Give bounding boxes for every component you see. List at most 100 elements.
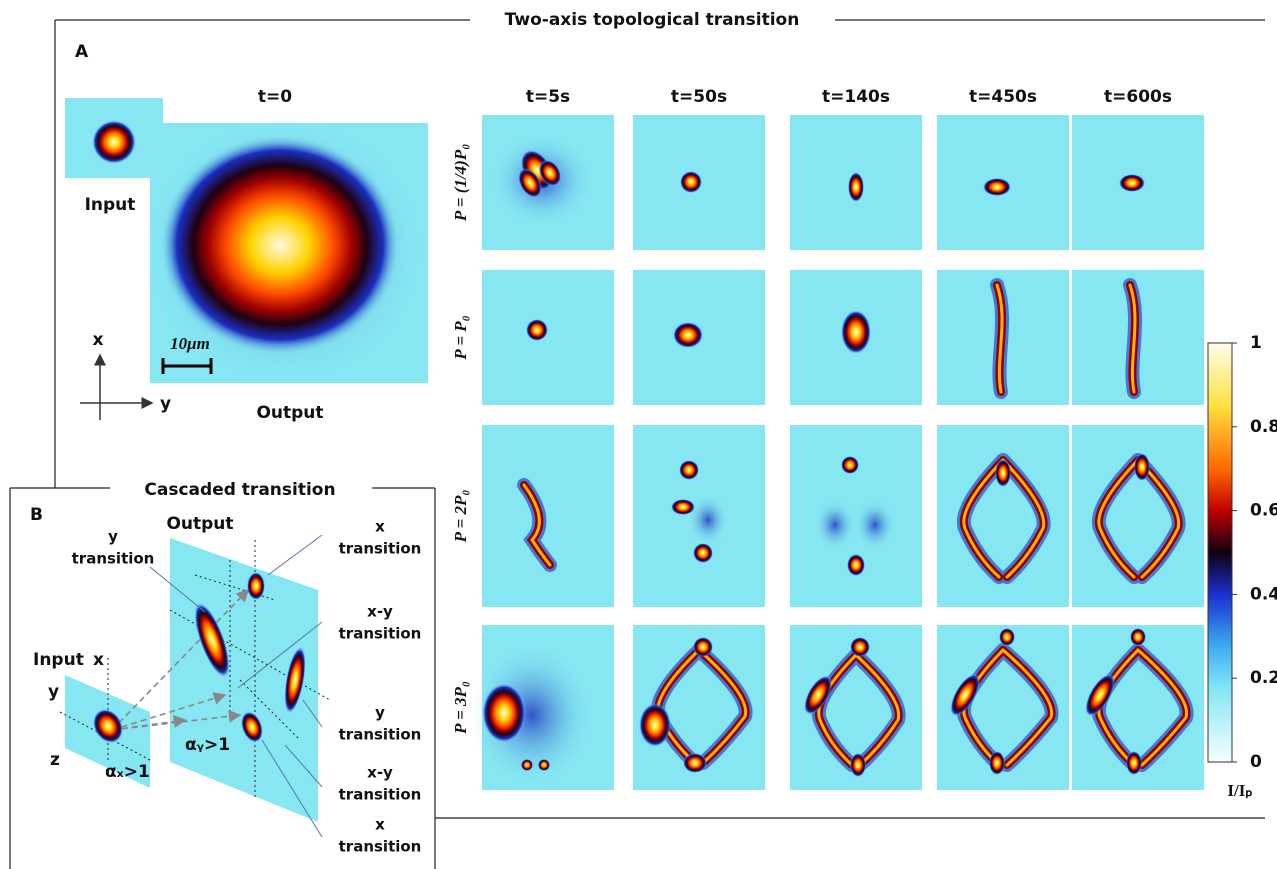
annotation: transition: [339, 838, 422, 856]
beam-image: [790, 425, 922, 607]
time-label: t=450s: [969, 87, 1037, 107]
panel-label: A: [75, 42, 89, 62]
beam-image: [482, 270, 614, 405]
beam-spot: [521, 759, 533, 771]
beam-image: [1072, 270, 1204, 405]
time-label: t=50s: [671, 87, 727, 107]
input-label: Input: [85, 195, 136, 215]
beam-image: [937, 270, 1069, 405]
panel-b-title: Cascaded transition: [144, 480, 335, 500]
axis-x-label: x: [93, 330, 104, 350]
figure: Two-axis topological transition A Input …: [0, 0, 1277, 869]
beam-spot: [482, 683, 526, 743]
tick-label: 0.2: [1250, 668, 1277, 688]
annotation: x: [375, 816, 385, 834]
figure-title: Two-axis topological transition: [505, 10, 800, 30]
beam-image: [1072, 115, 1204, 250]
alpha-y-label: αᵧ>1: [185, 735, 230, 755]
beam-spot: [1130, 628, 1146, 646]
time-label: t=140s: [822, 87, 890, 107]
axis-y-label: y: [160, 394, 171, 414]
beam-image: [937, 115, 1069, 250]
beam-image: [633, 425, 765, 607]
beam-spot: [848, 172, 864, 202]
colorbar-ticks: 0 0.2 0.4 0.6 0.8 1: [1232, 333, 1277, 772]
beam-image: [937, 425, 1069, 607]
tick-label: 1: [1250, 333, 1262, 353]
t0-label: t=0: [258, 87, 292, 107]
output-label: Output: [256, 403, 323, 423]
time-label: t=600s: [1104, 87, 1172, 107]
beam-image: [633, 115, 765, 250]
beam-spot: [538, 759, 550, 771]
output-label: Output: [166, 514, 233, 534]
annotation: x: [375, 518, 385, 536]
beam-spot: [989, 751, 1005, 775]
beam-haze: [815, 500, 855, 550]
beam-spot: [847, 554, 865, 576]
annotation: y: [375, 704, 385, 722]
beam-spot: [526, 319, 548, 341]
beam-image: [472, 625, 614, 790]
annotation: transition: [339, 786, 422, 804]
annotation: x-y: [367, 603, 393, 621]
beam-image: [790, 115, 922, 250]
colorbar-label: I/Iₚ: [1227, 781, 1252, 800]
beam-spot: [995, 459, 1011, 487]
axis-x-label: x: [93, 650, 104, 670]
panel-label: B: [30, 505, 43, 525]
beam-spot: [639, 703, 671, 747]
beam-image: [937, 625, 1069, 790]
beam-background: [790, 425, 922, 607]
annotation: y: [108, 528, 118, 546]
beam-background: [482, 270, 614, 405]
scale-bar-label: 10μm: [170, 334, 210, 353]
beam-spot: [683, 753, 707, 773]
beam-image: [790, 270, 922, 405]
beam-image: [482, 115, 614, 250]
annotation: transition: [339, 540, 422, 558]
beam-spot: [693, 637, 713, 657]
tick-label: 0.6: [1250, 501, 1277, 521]
beam-haze: [688, 495, 728, 545]
beam-spot: [841, 310, 871, 354]
beam-spot: [680, 171, 702, 193]
annotation: transition: [339, 625, 422, 643]
beam-image: [633, 270, 765, 405]
tick-label: 0: [1250, 752, 1262, 772]
annotation: x-y: [367, 764, 393, 782]
input-label: Input: [33, 650, 84, 670]
beam-image: [790, 625, 922, 790]
beam-spot: [1134, 453, 1150, 481]
annotation: transition: [339, 726, 422, 744]
time-label: t=5s: [526, 87, 570, 107]
beam-image: [482, 425, 614, 607]
power-label: P = 3P₀: [451, 681, 470, 735]
annotation: transition: [72, 550, 155, 568]
power-label: P = 2P₀: [451, 490, 470, 544]
tick-label: 0.4: [1250, 584, 1277, 604]
beam-spot: [673, 322, 703, 348]
beam-spot: [693, 543, 713, 563]
axis-y-label: y: [48, 682, 59, 702]
input-image: [65, 98, 163, 178]
beam-spot: [983, 178, 1011, 196]
beam-background: [482, 425, 614, 607]
power-label: P = P₀: [451, 315, 470, 360]
colorbar: [1208, 343, 1232, 762]
beam-spot: [850, 753, 866, 777]
tick-label: 0.8: [1250, 417, 1277, 437]
axis-z-label: z: [50, 750, 60, 770]
beam-spot: [679, 460, 699, 480]
axes-icon: [80, 355, 152, 420]
beam-image: [633, 625, 765, 790]
cascade-diagram: [60, 535, 330, 837]
beam-spot: [841, 456, 859, 474]
beam-spot: [1126, 751, 1142, 775]
alpha-x-label: αₓ>1: [105, 762, 150, 782]
beam-spot: [1119, 174, 1145, 192]
beam-image: [1072, 425, 1204, 607]
beam-spot: [850, 637, 870, 657]
beam-spot: [999, 628, 1015, 646]
